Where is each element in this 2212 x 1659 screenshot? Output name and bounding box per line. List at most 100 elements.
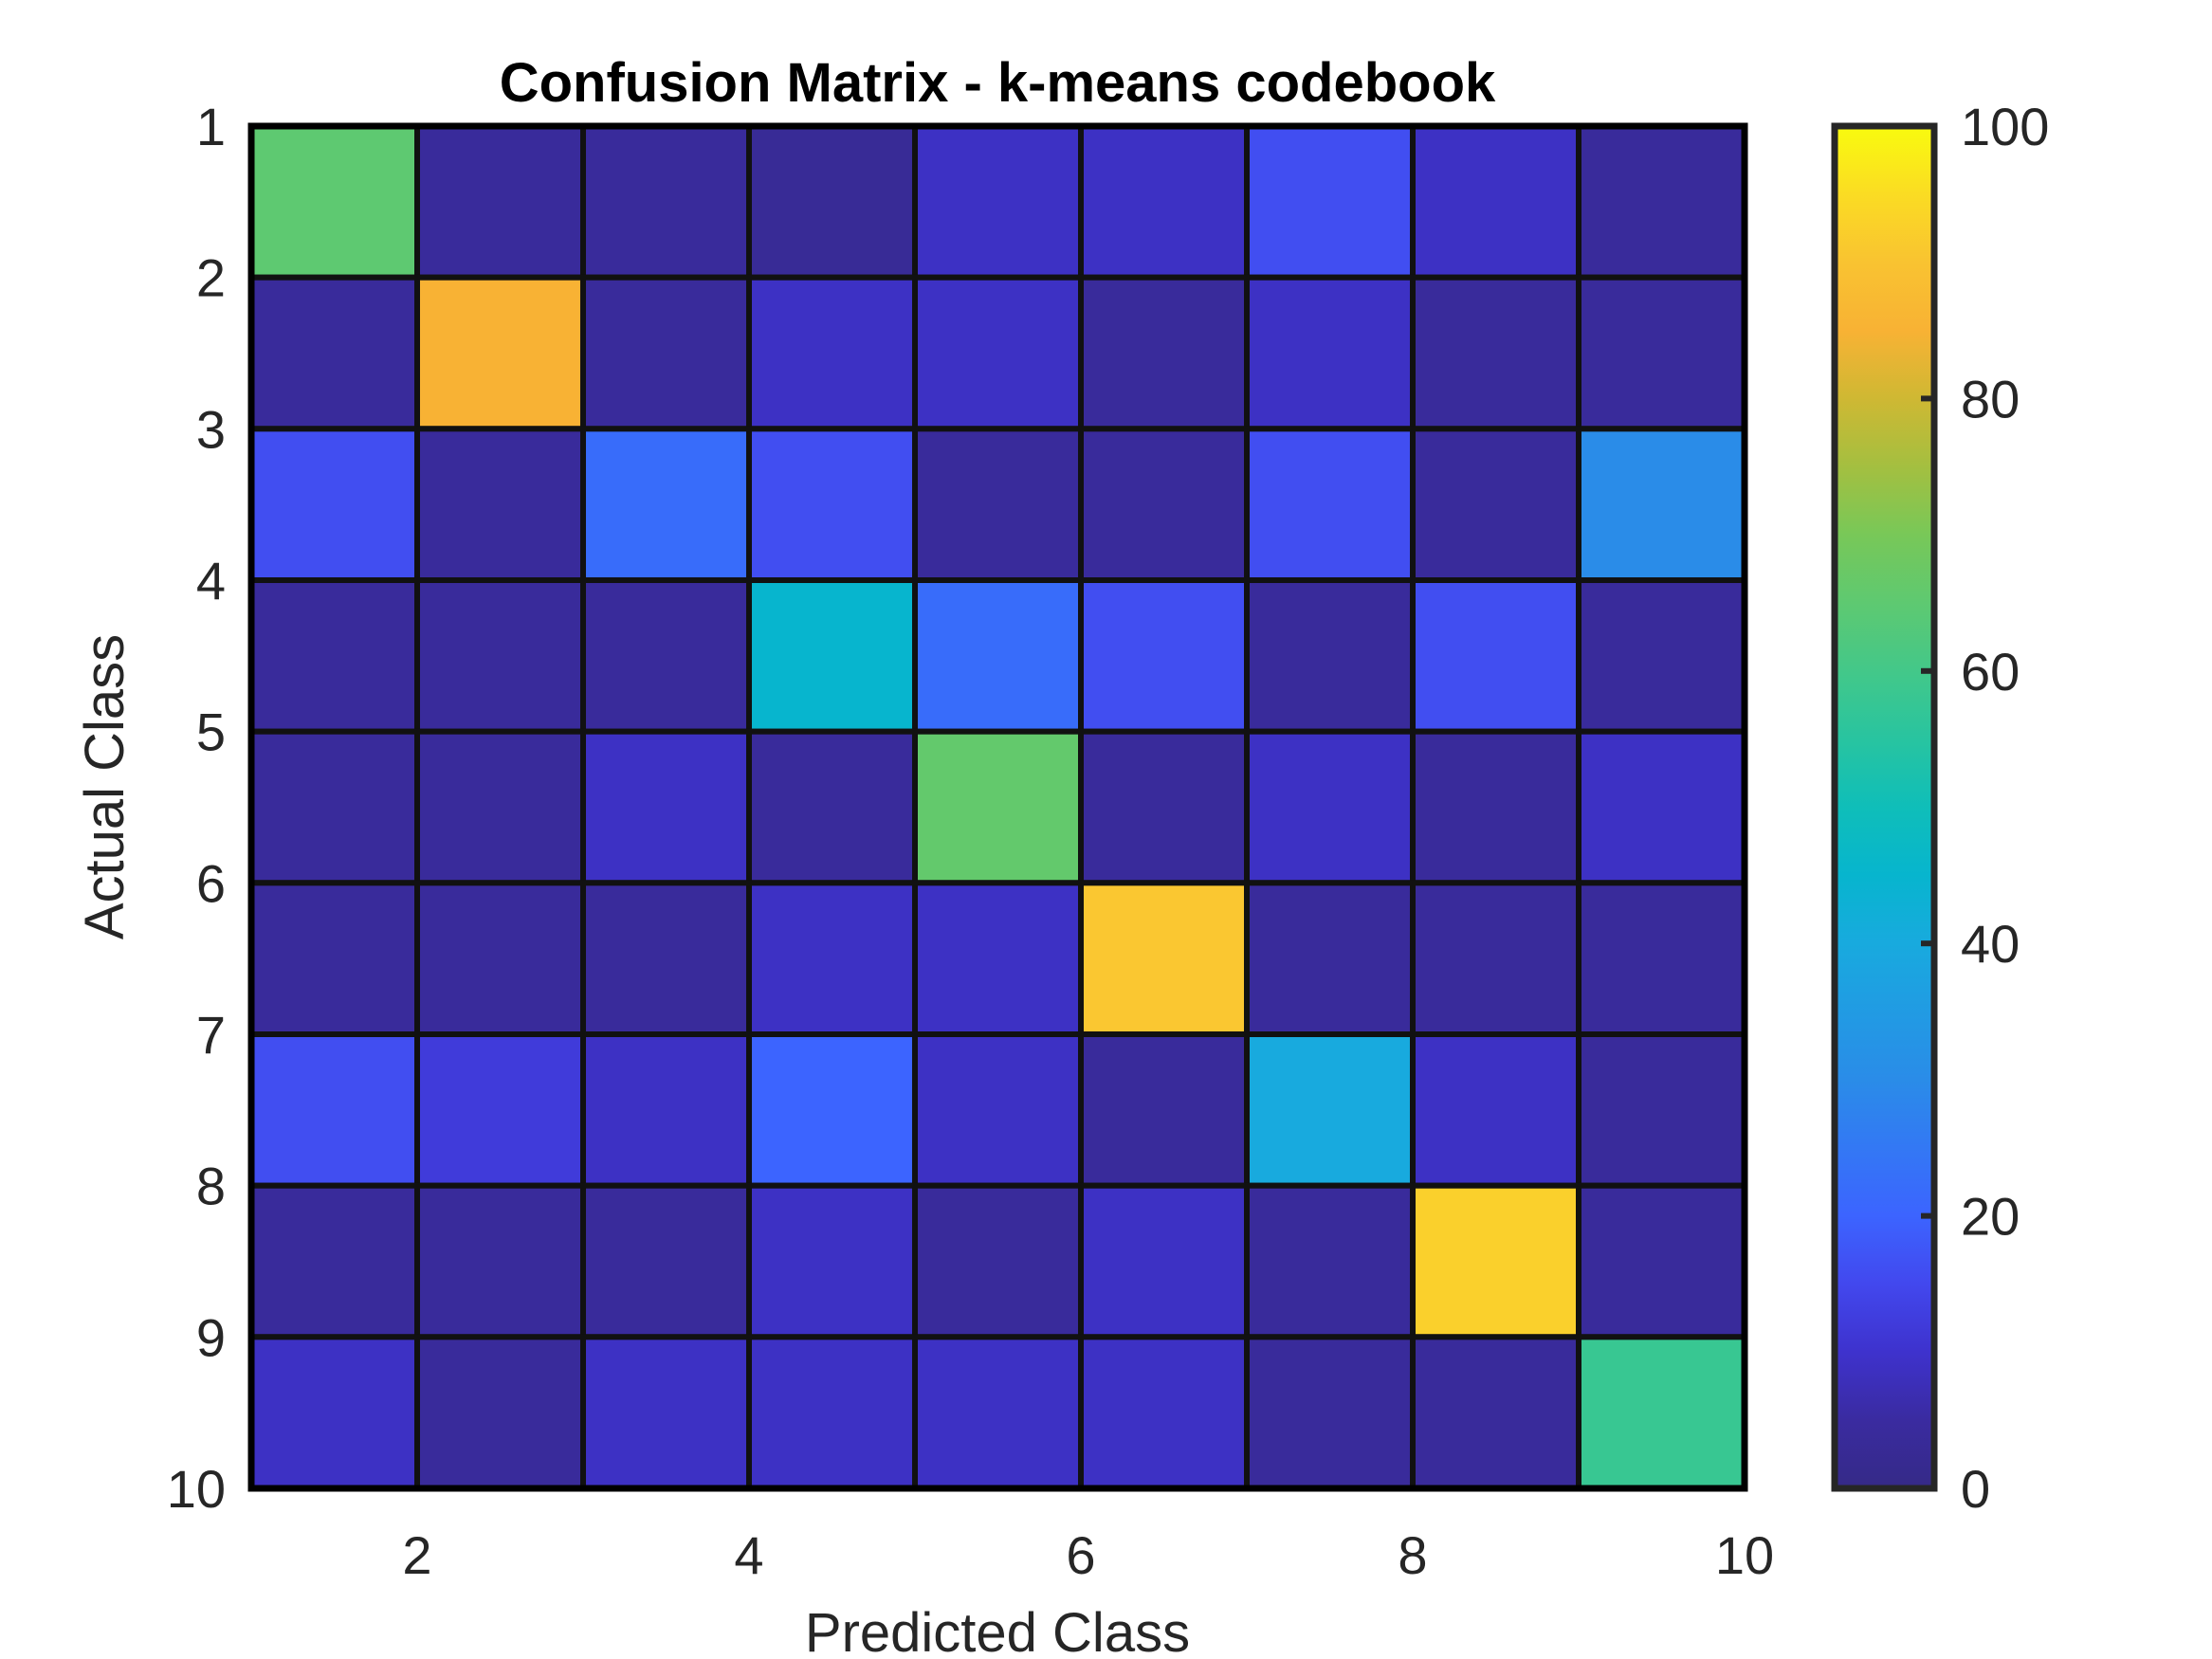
heatmap-cell <box>414 1182 586 1340</box>
heatmap-cell <box>1410 728 1581 886</box>
heatmap-cell <box>580 123 752 281</box>
heatmap-cell <box>746 426 918 584</box>
heatmap-cell <box>248 1031 420 1189</box>
x-tick-label: 4 <box>734 1525 763 1585</box>
x-axis-ticks: 2 4 6 8 10 <box>402 1525 1774 1585</box>
heatmap-cell <box>746 274 918 432</box>
y-tick-label: 8 <box>196 1157 226 1216</box>
heatmap-cell <box>1576 123 1747 281</box>
x-tick-label: 2 <box>402 1525 431 1585</box>
heatmap-cell <box>1576 1031 1747 1189</box>
heatmap-cells <box>247 122 1748 1492</box>
heatmap-cell <box>1410 577 1581 735</box>
y-tick-label: 2 <box>196 248 226 308</box>
heatmap-cell <box>414 880 586 1037</box>
heatmap-cell <box>1244 1182 1416 1340</box>
heatmap-cell <box>580 1031 752 1189</box>
heatmap-cell <box>912 1182 1084 1340</box>
heatmap-cell <box>248 577 420 735</box>
heatmap-cell <box>912 1031 1084 1189</box>
heatmap-cell <box>1078 123 1250 281</box>
heatmap-cell <box>248 1334 420 1492</box>
heatmap-cell <box>746 1182 918 1340</box>
heatmap-cell <box>580 426 752 584</box>
colorbar-tick-label: 20 <box>1961 1187 2020 1247</box>
heatmap-cell <box>414 426 586 584</box>
heatmap-cell <box>912 880 1084 1037</box>
heatmap-cell <box>746 1334 918 1492</box>
heatmap-cell <box>746 123 918 281</box>
heatmap-cell <box>1244 1334 1416 1492</box>
heatmap-cell <box>1078 426 1250 584</box>
heatmap-cell <box>912 123 1084 281</box>
heatmap-cell <box>1410 1031 1581 1189</box>
y-tick-label: 4 <box>196 551 226 611</box>
heatmap-cell <box>414 123 586 281</box>
heatmap-cell <box>580 1334 752 1492</box>
heatmap-cell <box>1410 274 1581 432</box>
heatmap-cell <box>1244 426 1416 584</box>
heatmap-cell <box>1078 1334 1250 1492</box>
heatmap-cell <box>1244 123 1416 281</box>
y-tick-label: 1 <box>196 97 226 156</box>
heatmap-cell <box>912 426 1084 584</box>
heatmap-cell <box>1244 728 1416 886</box>
heatmap-cell <box>1576 1334 1747 1492</box>
x-tick-label: 6 <box>1066 1525 1095 1585</box>
y-tick-label: 7 <box>196 1005 226 1065</box>
heatmap-cell <box>1410 123 1581 281</box>
heatmap-cell <box>1576 728 1747 886</box>
heatmap-cell <box>912 1334 1084 1492</box>
x-tick-label: 10 <box>1715 1525 1774 1585</box>
x-tick-label: 8 <box>1398 1525 1427 1585</box>
heatmap-cell <box>746 577 918 735</box>
heatmap-cell <box>1576 577 1747 735</box>
heatmap-cell <box>912 728 1084 886</box>
heatmap-cell <box>580 880 752 1037</box>
heatmap-cell <box>1078 880 1250 1037</box>
y-tick-label: 6 <box>196 853 226 913</box>
colorbar-tick-label: 100 <box>1961 97 2049 156</box>
heatmap-cell <box>1410 426 1581 584</box>
colorbar-tick-label: 60 <box>1961 642 2020 702</box>
heatmap-cell <box>1244 880 1416 1037</box>
heatmap-cell <box>746 880 918 1037</box>
heatmap-cell <box>1576 274 1747 432</box>
heatmap-cell <box>580 577 752 735</box>
y-axis-label: Actual Class <box>74 634 136 939</box>
heatmap-cell <box>1078 1031 1250 1189</box>
y-tick-label: 3 <box>196 399 226 459</box>
heatmap-cell <box>248 426 420 584</box>
y-tick-label: 5 <box>196 702 226 762</box>
heatmap-cell <box>414 1031 586 1189</box>
heatmap-cell <box>1078 1182 1250 1340</box>
x-axis-label: Predicted Class <box>805 1602 1190 1659</box>
heatmap-cell <box>414 1334 586 1492</box>
y-tick-label: 10 <box>167 1459 226 1519</box>
colorbar: 0 20 40 60 80 100 <box>1831 97 2049 1519</box>
heatmap-cell <box>912 577 1084 735</box>
y-axis-ticks: 1 2 3 4 5 6 7 8 9 10 <box>167 97 226 1519</box>
heatmap-cell <box>1410 1182 1581 1340</box>
heatmap-cell <box>1576 1182 1747 1340</box>
heatmap-cell <box>414 274 586 432</box>
heatmap-cell <box>1410 1334 1581 1492</box>
colorbar-tick-label: 80 <box>1961 369 2020 428</box>
heatmap-cell <box>746 728 918 886</box>
heatmap-cell <box>414 577 586 735</box>
heatmap-cell <box>1576 880 1747 1037</box>
heatmap-cell <box>912 274 1084 432</box>
heatmap-cell <box>1078 577 1250 735</box>
heatmap-cell <box>1244 577 1416 735</box>
heatmap-cell <box>580 728 752 886</box>
heatmap-cell <box>1410 880 1581 1037</box>
plot-frame <box>247 122 1748 1492</box>
heatmap-cell <box>1078 274 1250 432</box>
heatmap-cell <box>1576 426 1747 584</box>
y-tick-label: 9 <box>196 1307 226 1367</box>
colorbar-gradient <box>1831 122 1938 1492</box>
heatmap-cell <box>248 274 420 432</box>
heatmap-cell <box>248 123 420 281</box>
heatmap-cell <box>1244 1031 1416 1189</box>
